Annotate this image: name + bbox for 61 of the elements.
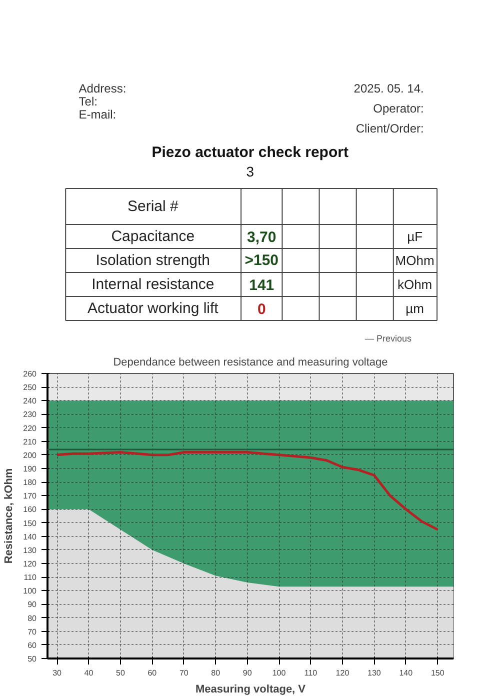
text: kOhm xyxy=(397,277,432,292)
text: E-mail: xyxy=(78,108,116,122)
text: — Previous xyxy=(364,334,412,344)
text: 141 xyxy=(249,277,274,294)
text: µF xyxy=(407,229,423,244)
y-tick-label: 180 xyxy=(23,478,38,488)
text: Address: xyxy=(78,82,126,96)
text: 2025. 05. 14. xyxy=(354,82,424,96)
text: Isolation strength xyxy=(96,252,210,269)
text: MOhm xyxy=(395,253,434,268)
text: 3 xyxy=(246,164,254,180)
y-tick-label: 80 xyxy=(28,614,38,623)
x-axis-title: Measuring voltage, V xyxy=(195,684,306,696)
y-tick-label: 100 xyxy=(23,586,38,596)
y-tick-label: 260 xyxy=(23,370,38,378)
text: 0 xyxy=(257,301,266,318)
y-tick-label: 130 xyxy=(23,546,38,555)
y-tick-label: 150 xyxy=(23,518,38,528)
line-series xyxy=(56,450,439,531)
text: Operator: xyxy=(373,102,424,116)
text: Client/Order: xyxy=(356,122,424,136)
x-tick-label: 30 xyxy=(52,668,62,678)
y-tick-label: 110 xyxy=(24,573,38,582)
y-tick-label: 120 xyxy=(23,560,38,568)
text: Internal resistance xyxy=(92,276,214,293)
x-tick-label: 130 xyxy=(368,668,382,678)
y-tick-label: 50 xyxy=(28,654,38,664)
x-tick-label: 90 xyxy=(242,668,252,678)
text: >150 xyxy=(244,252,279,269)
x-tick-label: 50 xyxy=(116,668,126,678)
text: Serial # xyxy=(127,198,179,215)
y-tick-label: 240 xyxy=(23,396,38,406)
y-tick-label: 160 xyxy=(23,505,38,514)
y-tick-label: 250 xyxy=(23,383,38,392)
text: Actuator working lift xyxy=(87,300,220,317)
y-tick-label: 200 xyxy=(23,450,38,460)
text: 3,70 xyxy=(247,229,276,246)
y-tick-label: 210 xyxy=(23,437,38,446)
y-tick-label: 90 xyxy=(28,600,38,610)
text: Capacitance xyxy=(111,228,195,245)
x-tick-label: 140 xyxy=(399,668,414,678)
text: Tel: xyxy=(78,94,98,108)
x-tick-label: 40 xyxy=(84,668,94,678)
y-tick-label: 190 xyxy=(23,464,38,474)
x-tick-label: 120 xyxy=(336,668,350,678)
x-tick-label: 80 xyxy=(211,668,221,678)
y-tick-label: 230 xyxy=(23,410,38,420)
y-tick-label: 170 xyxy=(23,492,38,501)
x-tick-label: 150 xyxy=(430,668,445,678)
x-tick-label: 100 xyxy=(272,668,286,678)
chart-title: Dependance between resistance and measuring voltage xyxy=(113,356,388,368)
text: Piezo actuator check report xyxy=(152,144,348,161)
y-tick-label: 140 xyxy=(23,532,38,542)
y-tick-label: 70 xyxy=(28,627,38,636)
x-tick-label: 70 xyxy=(179,668,189,678)
y-tick-label: 220 xyxy=(23,424,38,433)
text: µm xyxy=(406,301,424,316)
y-axis-title: Resistance, kOhm xyxy=(3,468,16,564)
y-tick-label: 60 xyxy=(28,640,38,650)
x-tick-label: 110 xyxy=(304,668,318,678)
x-tick-label: 60 xyxy=(148,668,158,678)
